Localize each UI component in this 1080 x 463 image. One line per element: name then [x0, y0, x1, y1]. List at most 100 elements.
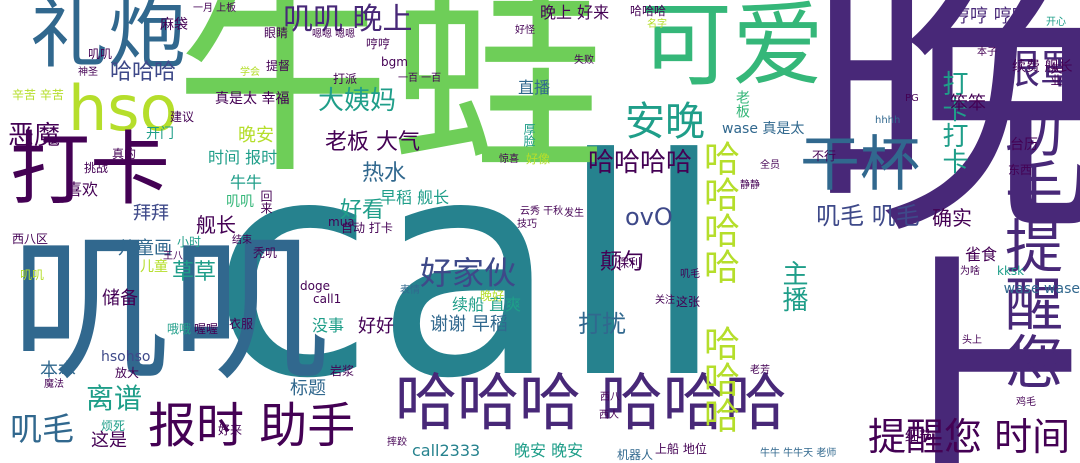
cloud-word: 眼睛	[264, 26, 289, 40]
cloud-word: 晚安	[238, 125, 274, 146]
cloud-word: 摔跤	[387, 437, 407, 448]
cloud-word: 开心	[1046, 17, 1066, 28]
cloud-word: 直播	[518, 78, 551, 97]
cloud-word: 上船 地位	[655, 442, 707, 456]
cloud-word: 真是太 幸福	[215, 91, 290, 107]
cloud-word: 哦哦	[167, 322, 192, 336]
cloud-word: 哼哼 哼哼	[952, 6, 1030, 27]
cloud-word: 本本	[40, 360, 76, 381]
cloud-word: hhhh	[875, 115, 901, 126]
cloud-word: 小时	[177, 235, 202, 249]
cloud-word: 哼哼	[366, 37, 391, 51]
cloud-word: 打派	[333, 72, 358, 86]
cloud-word: 儿童	[140, 259, 168, 275]
cloud-word: 没事	[312, 316, 345, 335]
cloud-word: 秃叽	[253, 246, 278, 260]
cloud-word: 西八	[600, 392, 620, 403]
cloud-word: 这是	[91, 430, 127, 451]
cloud-word: 离谱	[86, 382, 143, 415]
cloud-word: 机器人	[617, 448, 654, 462]
cloud-word: wase 真是太	[722, 121, 805, 137]
cloud-word: 老板 大气	[325, 130, 420, 155]
cloud-word: 表情	[400, 285, 420, 296]
cloud-word: 厚脸	[522, 123, 536, 147]
cloud-word: 舰长	[196, 213, 236, 237]
cloud-word: 标题	[290, 378, 326, 399]
cloud-word: 一月 上板	[193, 3, 237, 14]
cloud-word: 老板	[734, 90, 750, 118]
cloud-word: 叽毛 叽毛	[816, 202, 920, 230]
cloud-word: 结束	[232, 235, 252, 246]
cloud-word: 叽叽	[226, 194, 254, 210]
cloud-word: 好看	[340, 198, 385, 223]
cloud-word: PG	[905, 93, 919, 104]
cloud-word: 嗯嗯 嗯嗯	[312, 29, 356, 40]
cloud-word: 为啥	[960, 266, 980, 277]
cloud-word: 主播	[778, 260, 808, 312]
cloud-word: 眼罩	[1000, 47, 1080, 93]
cloud-word: 叽叽	[10, 216, 331, 403]
cloud-word: 名字	[647, 19, 667, 30]
cloud-word: ovO	[625, 203, 673, 231]
cloud-word: 颠勺	[600, 250, 645, 275]
cloud-word: 鸡毛	[1016, 397, 1036, 408]
cloud-word: 好像	[526, 152, 551, 166]
cloud-word: 助手提醒您	[995, 100, 1063, 390]
cloud-word: 叽叽	[88, 47, 113, 61]
cloud-word: 衣服	[229, 317, 254, 331]
cloud-word: call2333	[412, 441, 481, 460]
cloud-word: 早稻 舰长	[380, 188, 450, 207]
cloud-word: 大姨妈	[318, 86, 397, 116]
cloud-word: 台历	[1010, 137, 1038, 153]
cloud-word: 叽叽	[20, 268, 45, 282]
cloud-word: 西人	[599, 410, 619, 421]
cloud-word: 麻袋	[160, 17, 188, 33]
cloud-word: 好来	[218, 423, 243, 437]
cloud-word: 这张	[676, 295, 701, 309]
cloud-word: 东西	[1008, 163, 1033, 177]
cloud-word: 雀食	[965, 245, 998, 264]
cloud-word: 学会	[240, 67, 260, 78]
cloud-word: 储备	[102, 288, 138, 309]
cloud-word: 好好	[358, 316, 394, 337]
cloud-word: bgm	[381, 55, 408, 69]
cloud-word: 恶魔	[8, 121, 61, 151]
cloud-word: 哈哈哈 哈哈哈	[395, 366, 787, 439]
cloud-word: 失业	[1049, 62, 1063, 86]
cloud-word: hso	[68, 72, 178, 145]
cloud-word: 叽叽 晚上	[283, 2, 413, 37]
cloud-word: 热水	[362, 161, 407, 186]
cloud-word: 晚安 晚安	[514, 441, 584, 460]
cloud-word: 王八	[163, 251, 183, 262]
cloud-word: 建议	[170, 110, 195, 124]
cloud-word: 牛蛙	[175, 0, 605, 203]
cloud-word: 辛苦 辛苦	[12, 88, 64, 102]
cloud-word: 云秀 干秋	[520, 206, 564, 217]
cloud-word: 哈哈哈	[110, 60, 177, 85]
cloud-word: 时间 报时	[208, 148, 278, 167]
cloud-word: 西八区	[12, 232, 49, 246]
cloud-word: 喔喔	[194, 322, 219, 336]
cloud-word: 神圣	[78, 67, 98, 78]
cloud-word: 发生	[564, 208, 584, 219]
cloud-word: 好家伙	[420, 254, 517, 292]
cloud-word: 哈哈哈哈	[588, 148, 693, 178]
cloud-word: 挑战	[84, 161, 109, 175]
cloud-word: 自动 打卡	[341, 221, 393, 235]
cloud-word: 放大	[115, 366, 140, 380]
cloud-word: 哈哈哈	[630, 4, 667, 18]
cloud-word: 续船 直爽	[452, 295, 522, 314]
cloud-word: 技巧	[517, 219, 537, 230]
cloud-word: 打卡打卡	[938, 70, 968, 174]
cloud-word: 笨笨	[950, 93, 986, 114]
cloud-word: 报时 助手	[148, 398, 356, 454]
cloud-word: 确实	[932, 206, 972, 230]
cloud-word: 开门	[146, 126, 174, 142]
cloud-word: 一百 一百	[398, 73, 442, 84]
cloud-word: 喜欢	[66, 180, 99, 199]
cloud-word: 岩浆	[330, 364, 355, 378]
cloud-word: wase wase	[1003, 281, 1080, 297]
cloud-word: 烦死	[101, 419, 126, 433]
cloud-word: 全员	[760, 160, 780, 171]
